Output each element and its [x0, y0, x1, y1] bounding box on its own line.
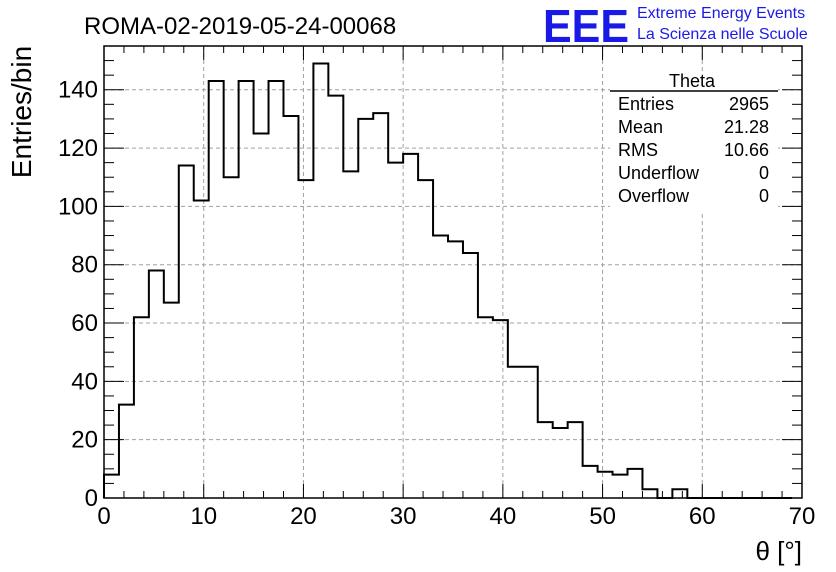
histogram-bin — [194, 201, 209, 498]
histogram-outline — [103, 62, 793, 499]
x-tick-label: 70 — [789, 503, 816, 530]
stats-box: Theta Entries 2965 Mean 21.28 RMS 10.66 Underf… — [610, 71, 778, 211]
stats-box-background — [610, 71, 778, 211]
histogram-bin — [538, 422, 553, 498]
y-tick-label: 100 — [58, 193, 98, 220]
histogram-bin — [239, 81, 254, 498]
histogram-bin — [343, 171, 358, 498]
histogram-bin — [628, 469, 643, 498]
stats-row-label: Overflow — [618, 186, 690, 206]
histogram-bin — [642, 489, 657, 498]
histogram-bin — [313, 63, 328, 498]
histogram-bin — [478, 317, 493, 498]
eee-logo-mark: EEE — [543, 0, 629, 52]
histogram-bin — [463, 253, 478, 498]
histogram-bin — [179, 166, 194, 498]
stats-row-value: 2965 — [729, 94, 769, 114]
histogram-bin — [523, 367, 538, 498]
y-tick-label: 40 — [71, 368, 98, 395]
x-tick-label: 30 — [390, 503, 417, 530]
histogram-bin — [283, 116, 298, 498]
histogram-bin — [672, 489, 687, 498]
histogram-bin — [328, 96, 343, 498]
histogram-bin — [448, 241, 463, 498]
axis-ticks — [103, 45, 803, 499]
x-tick-label: 20 — [290, 503, 317, 530]
eee-logo-line1: Extreme Energy Events — [637, 5, 805, 22]
tick-labels: 0 10 20 30 40 50 60 70 0 20 40 60 80 100 120 140 — [58, 77, 815, 530]
x-tick-label: 10 — [190, 503, 217, 530]
y-tick-label: 120 — [58, 135, 98, 162]
stats-row-value: 0 — [759, 186, 769, 206]
eee-logo: EEE Extreme Energy Events La Scienza nel… — [543, 0, 808, 52]
histogram-bin — [568, 422, 583, 498]
histogram-bin — [388, 163, 403, 498]
stats-row-value: 0 — [759, 163, 769, 183]
histogram-bin — [493, 320, 508, 498]
histogram-bin — [269, 81, 284, 498]
histogram-bin — [403, 154, 418, 498]
y-axis-label: Entries/bin — [6, 46, 37, 178]
histogram-bin — [298, 180, 313, 498]
x-tick-label: 60 — [689, 503, 716, 530]
x-tick-label: 40 — [490, 503, 517, 530]
stats-row-value: 10.66 — [724, 140, 769, 160]
stats-row-value: 21.28 — [724, 117, 769, 137]
histogram-bin — [508, 367, 523, 498]
stats-row-label: Entries — [618, 94, 674, 114]
stats-row-label: RMS — [618, 140, 658, 160]
stats-row-label: Underflow — [618, 163, 700, 183]
histogram-bin — [149, 271, 164, 498]
y-tick-label: 60 — [71, 310, 98, 337]
y-tick-label: 0 — [85, 485, 98, 512]
histogram-bin — [358, 119, 373, 498]
histogram-bin — [224, 177, 239, 498]
histogram-bin — [209, 81, 224, 498]
histogram-bin — [254, 133, 269, 498]
histogram-series — [103, 62, 793, 499]
histogram-bin — [553, 428, 568, 498]
x-tick-label: 50 — [589, 503, 616, 530]
plot-frame — [103, 45, 803, 499]
stats-title: Theta — [669, 71, 716, 91]
stats-row-label: Mean — [618, 117, 663, 137]
histogram-bin — [134, 317, 149, 498]
y-tick-label: 80 — [71, 252, 98, 279]
histogram-bin — [119, 405, 134, 498]
histogram-bin — [613, 475, 628, 498]
y-tick-label: 140 — [58, 77, 98, 104]
histogram-bin — [373, 113, 388, 498]
histogram-bin — [104, 475, 119, 498]
histogram-bin — [583, 466, 598, 498]
run-title: ROMA-02-2019-05-24-00068 — [84, 13, 396, 40]
eee-logo-line2: La Scienza nelle Scuole — [637, 26, 808, 43]
histogram-bin — [164, 303, 179, 498]
histogram-bin — [418, 180, 433, 498]
histogram-bin — [433, 236, 448, 498]
y-tick-label: 20 — [71, 427, 98, 454]
x-axis-label: θ [°] — [755, 536, 802, 566]
histogram-bin — [598, 472, 613, 498]
x-tick-label: 0 — [97, 503, 110, 530]
